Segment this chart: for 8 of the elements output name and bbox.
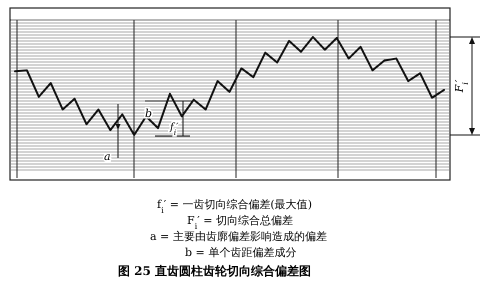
text: 图 25 直齿圆柱齿轮切向综合偏差图 [118,264,312,278]
text: b = 单个齿距偏差成分 [185,246,296,259]
text: F$_{i}$′ = 切向综合总偏差 [187,214,293,231]
annotation: f$_{i}$′ [169,122,180,136]
annotation: b [145,107,152,120]
text: a = 主要由齿廓偏差影响造成的偏差 [150,230,327,243]
text: a [104,150,111,163]
text: f$_{i}$′ = 一齿切向综合偏差(最大值) [157,198,312,215]
